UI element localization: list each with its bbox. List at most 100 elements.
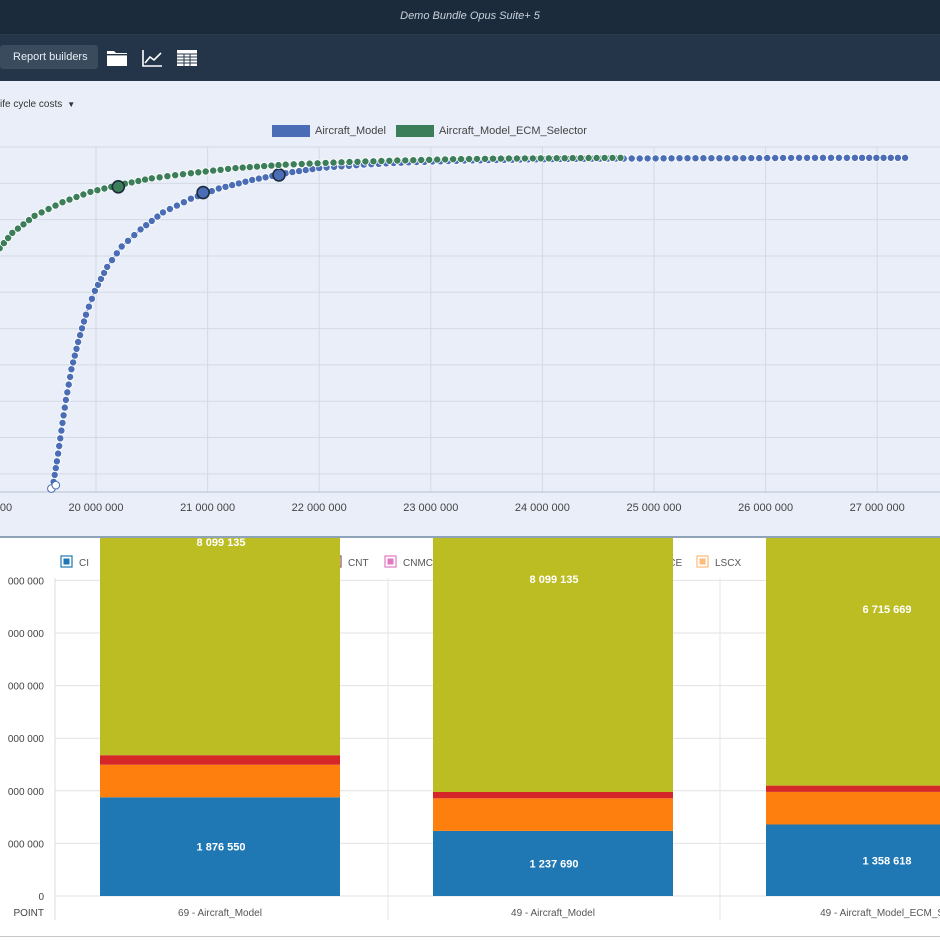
data-point (261, 173, 270, 182)
data-point (248, 176, 257, 185)
data-point (504, 154, 513, 163)
data-point (512, 154, 521, 163)
data-point (353, 157, 362, 166)
data-point (449, 155, 458, 164)
data-point (433, 155, 442, 164)
bar-stack (433, 538, 673, 896)
data-point (600, 153, 609, 162)
legend-label: CI (79, 558, 89, 569)
bar-segment-cnd (100, 764, 340, 798)
data-point (472, 154, 481, 163)
data-point (127, 178, 136, 187)
data-point (13, 224, 22, 233)
data-point (238, 163, 247, 172)
x-tick-label: 25 000 000 (626, 502, 681, 514)
data-label: 1 237 690 (530, 858, 579, 870)
category-label: 49 - Aircraft_Model (511, 908, 595, 919)
data-point (179, 198, 188, 207)
bar-segment-cns (433, 792, 673, 799)
data-point (76, 331, 85, 340)
data-label: 8 099 135 (530, 574, 579, 586)
data-point (627, 154, 636, 163)
cost-type-selector-label: ife cycle costs (0, 99, 63, 110)
data-point (186, 194, 195, 203)
y-tick-label: 000 000 (8, 734, 45, 745)
data-point (234, 179, 243, 188)
data-label: 8 099 135 (197, 538, 246, 549)
x-tick-label: 26 000 000 (738, 502, 793, 514)
data-point (50, 470, 59, 479)
report-builders-button[interactable]: Report builders (0, 45, 98, 69)
data-point (112, 249, 121, 258)
panel-divider (0, 536, 940, 538)
data-label: 1 876 550 (197, 842, 246, 854)
data-point (771, 154, 780, 163)
data-point (172, 201, 181, 210)
highlighted-point (51, 480, 61, 490)
data-point (635, 154, 644, 163)
data-point (60, 403, 69, 412)
data-point (893, 153, 902, 162)
data-point (224, 164, 233, 173)
data-point (52, 457, 61, 466)
data-point (369, 157, 378, 166)
y-tick-label: 000 000 (8, 629, 45, 640)
data-point (82, 310, 91, 319)
data-point (795, 153, 804, 162)
line-chart-icon[interactable] (141, 48, 163, 68)
legend-item: Aircraft_Model_ECM_Selector (396, 125, 587, 137)
legend-label: Aircraft_Model_ECM_Selector (439, 125, 587, 137)
data-point (739, 154, 748, 163)
table-icon[interactable] (176, 48, 198, 68)
x-tick-label: 00 (0, 502, 12, 514)
data-point (699, 154, 708, 163)
data-point (64, 380, 73, 389)
data-point (201, 167, 210, 176)
data-point (67, 365, 76, 374)
data-point (715, 154, 724, 163)
data-point (231, 164, 240, 173)
data-point (69, 358, 78, 367)
legend-item: Aircraft_Model (272, 125, 386, 137)
data-point (683, 154, 692, 163)
data-point (158, 208, 167, 217)
data-point (616, 153, 625, 162)
data-point (79, 190, 88, 199)
legend-label: CNT (348, 558, 369, 569)
data-point (886, 153, 895, 162)
cost-type-selector[interactable]: ife cycle costs ▼ (0, 99, 75, 110)
y-tick-label: 000 000 (8, 682, 45, 693)
data-point (779, 153, 788, 162)
data-point (560, 154, 569, 163)
data-point (221, 182, 230, 191)
data-point (65, 195, 74, 204)
data-point (93, 186, 102, 195)
legend-swatch (396, 125, 434, 137)
x-tick-label: 27 000 000 (850, 502, 905, 514)
bar-segment-cnmt (433, 538, 673, 792)
data-point (30, 211, 39, 220)
data-point (281, 160, 290, 169)
data-point (209, 166, 218, 175)
bar-segment-ci (100, 797, 340, 896)
legend-swatch-fill (63, 558, 70, 565)
data-point (417, 156, 426, 165)
x-tick-label: 20 000 000 (68, 502, 123, 514)
category-label: 69 - Aircraft_Model (178, 908, 262, 919)
data-point (245, 163, 254, 172)
data-point (194, 168, 203, 177)
data-point (61, 395, 70, 404)
folder-icon[interactable] (106, 48, 128, 68)
data-point (850, 153, 859, 162)
data-point (141, 175, 150, 184)
data-label: 6 715 669 (863, 604, 912, 616)
stacked-bar-chart: CICNDCNOCNSCNWCNTCNMCCNMRCNMTLSCMLSCELSC… (8, 538, 940, 920)
data-point (536, 154, 545, 163)
data-point (480, 154, 489, 163)
data-point (142, 221, 151, 230)
series-line (52, 157, 906, 482)
data-point (260, 162, 269, 171)
data-point (763, 154, 772, 163)
data-label: 1 358 618 (863, 855, 912, 867)
bar-segment-cns (100, 755, 340, 765)
